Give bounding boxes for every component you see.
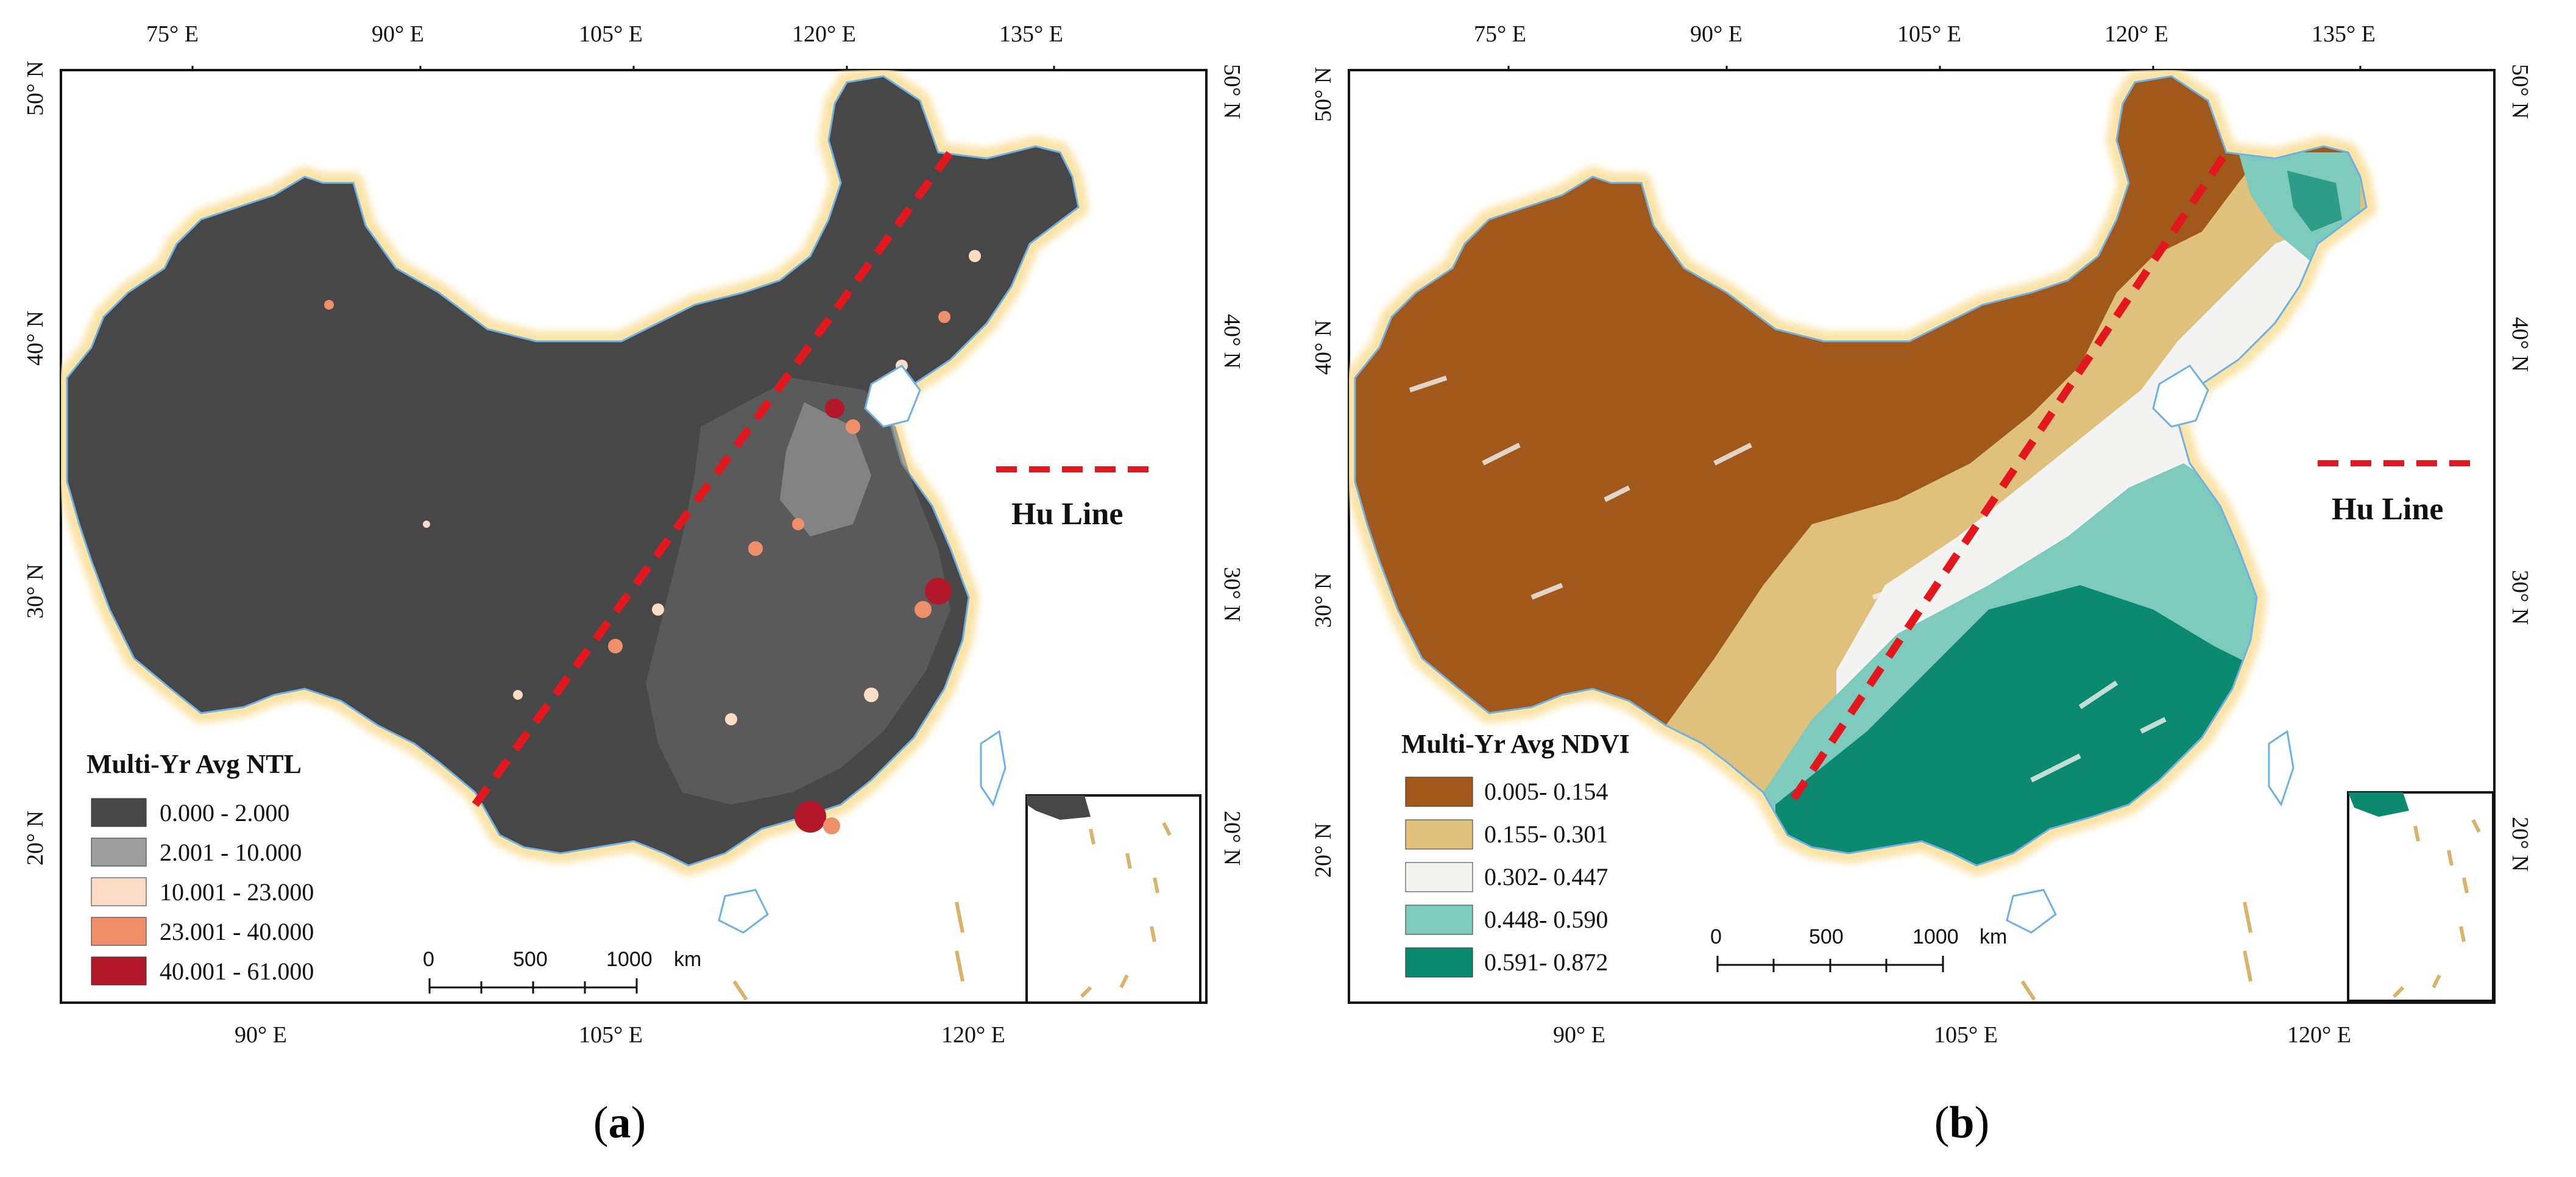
right-tick-40n: 40° N xyxy=(2507,317,2533,372)
scale-label-1000: 1000 xyxy=(1913,925,1959,948)
caption-a: (a) xyxy=(593,1098,646,1148)
left-tick-40n: 40° N xyxy=(23,311,48,366)
top-longitude-ticks: 75° E 90° E 105° E 120° E 135° E xyxy=(1474,21,2376,70)
south-china-sea-inset xyxy=(1025,794,1201,1004)
ndvi-legend: Multi-Yr Avg NDVI 0.005- 0.154 0.155- 0.… xyxy=(1401,729,1630,978)
ntl-legend: Multi-Yr Avg NTL 0.000 - 2.000 2.001 - 1… xyxy=(87,749,314,986)
left-latitude-ticks: 50° N 40° N 30° N 20° N xyxy=(23,61,48,866)
scale-unit: km xyxy=(674,948,701,971)
bottom-tick-120e: 120° E xyxy=(941,1022,1005,1048)
left-tick-40n: 40° N xyxy=(1311,320,1336,375)
bottom-tick-105e: 105° E xyxy=(1934,1022,1998,1048)
legend-label-3: 0.302- 0.447 xyxy=(1484,863,1608,891)
right-tick-50n: 50° N xyxy=(2507,64,2533,119)
legend-swatch-3 xyxy=(91,877,147,906)
legend-swatch-5 xyxy=(1405,947,1473,978)
legend-swatch-4 xyxy=(1405,905,1473,935)
top-tick-120e: 120° E xyxy=(792,21,856,47)
bottom-tick-120e: 120° E xyxy=(2287,1022,2351,1048)
right-tick-20n: 20° N xyxy=(1219,811,1245,866)
right-tick-40n: 40° N xyxy=(1219,314,1245,369)
legend-swatch-4 xyxy=(91,917,147,946)
city-lights xyxy=(324,250,981,834)
bohai-sea xyxy=(2152,364,2209,428)
ntl-map-figure: Hu Line Multi-Yr Avg NTL 0.000 - 2.000 2… xyxy=(23,21,1245,1048)
taiwan-island xyxy=(2268,730,2295,807)
scale-bar: 0 500 1000 km xyxy=(423,948,701,994)
scale-bar: 0 500 1000 km xyxy=(1710,925,2007,972)
left-tick-50n: 50° N xyxy=(23,61,48,116)
scale-unit: km xyxy=(1980,925,2007,948)
ndvi-map-figure: Hu Line Multi-Yr Avg NDVI 0.005- 0.154 0… xyxy=(1311,21,2533,1048)
bottom-tick-90e: 90° E xyxy=(1553,1022,1605,1048)
hu-line-label: Hu Line xyxy=(1011,497,1123,532)
inset-dashes xyxy=(2392,819,2481,998)
legend-title: Multi-Yr Avg NDVI xyxy=(1401,729,1630,759)
scale-label-500: 500 xyxy=(513,948,548,971)
top-tick-135e: 135° E xyxy=(999,21,1063,47)
bottom-longitude-ticks: 90° E 105° E 120° E xyxy=(1553,1022,2351,1048)
inset-land xyxy=(1027,795,1091,820)
left-tick-50n: 50° N xyxy=(1311,67,1336,122)
legend-label-4: 0.448- 0.590 xyxy=(1484,906,1608,933)
bottom-tick-105e: 105° E xyxy=(579,1022,643,1048)
left-tick-20n: 20° N xyxy=(23,811,48,866)
top-tick-120e: 120° E xyxy=(2104,21,2168,47)
legend-label-1: 0.000 - 2.000 xyxy=(160,799,289,827)
hainan-island xyxy=(2006,889,2057,934)
legend-label-2: 0.155- 0.301 xyxy=(1484,820,1608,848)
bottom-longitude-ticks: 90° E 105° E 120° E xyxy=(235,1022,1005,1048)
legend-label-2: 2.001 - 10.000 xyxy=(160,839,302,866)
legend-title: Multi-Yr Avg NTL xyxy=(87,749,302,779)
legend-swatch-1 xyxy=(91,798,147,827)
right-latitude-ticks: 50° N 40° N 30° N 20° N xyxy=(1219,64,1245,866)
top-tick-105e: 105° E xyxy=(1897,21,1961,47)
left-latitude-ticks: 50° N 40° N 30° N 20° N xyxy=(1311,67,1336,878)
legend-swatch-2 xyxy=(1405,819,1473,850)
scale-label-500: 500 xyxy=(1809,925,1844,948)
legend-swatch-3 xyxy=(1405,862,1473,892)
inset-land xyxy=(2348,792,2409,817)
legend-label-5: 0.591- 0.872 xyxy=(1484,948,1608,976)
legend-swatch-2 xyxy=(91,837,147,867)
inset-dashes xyxy=(1080,822,1172,998)
panel-a-ntl-map: Hu Line Multi-Yr Avg NTL 0.000 - 2.000 2… xyxy=(23,21,1245,1148)
legend-label-3: 10.001 - 23.000 xyxy=(160,878,314,906)
top-tick-90e: 90° E xyxy=(372,21,424,47)
panel-b-ndvi-map: Hu Line Multi-Yr Avg NDVI 0.005- 0.154 0… xyxy=(1288,0,2576,1177)
left-tick-20n: 20° N xyxy=(1311,823,1336,878)
right-tick-20n: 20° N xyxy=(2507,817,2533,872)
left-tick-30n: 30° N xyxy=(1311,573,1336,628)
south-china-sea-inset xyxy=(2347,791,2494,1002)
scale-label-0: 0 xyxy=(423,948,434,971)
scale-label-1000: 1000 xyxy=(606,948,653,971)
taiwan-island xyxy=(980,730,1007,807)
legend-swatch-1 xyxy=(1405,777,1473,807)
top-tick-105e: 105° E xyxy=(579,21,643,47)
top-tick-75e: 75° E xyxy=(146,21,199,47)
south-sea-dashes xyxy=(732,901,964,1001)
top-tick-75e: 75° E xyxy=(1474,21,1526,47)
legend-label-5: 40.001 - 61.000 xyxy=(160,958,314,985)
left-tick-30n: 30° N xyxy=(23,564,48,619)
legend-swatch-5 xyxy=(91,956,147,986)
top-tick-135e: 135° E xyxy=(2312,21,2376,47)
right-tick-30n: 30° N xyxy=(1219,567,1245,622)
bottom-tick-90e: 90° E xyxy=(235,1022,287,1048)
scale-label-0: 0 xyxy=(1710,925,1722,948)
north-plain-lit xyxy=(780,402,871,536)
top-tick-90e: 90° E xyxy=(1690,21,1743,47)
right-latitude-ticks: 50° N 40° N 30° N 20° N xyxy=(2507,64,2533,872)
bohai-sea xyxy=(864,364,921,428)
hu-line xyxy=(1790,150,2230,801)
legend-label-4: 23.001 - 40.000 xyxy=(160,918,314,945)
right-tick-30n: 30° N xyxy=(2507,570,2533,625)
top-longitude-ticks: 75° E 90° E 105° E 120° E 135° E xyxy=(146,21,1063,70)
hainan-island xyxy=(718,889,769,934)
legend-label-1: 0.005- 0.154 xyxy=(1484,778,1608,805)
south-sea-dashes xyxy=(2020,901,2252,1001)
caption-b: (b) xyxy=(1934,1098,1990,1148)
right-tick-50n: 50° N xyxy=(1219,64,1245,119)
hu-line-label: Hu Line xyxy=(2332,492,2444,527)
